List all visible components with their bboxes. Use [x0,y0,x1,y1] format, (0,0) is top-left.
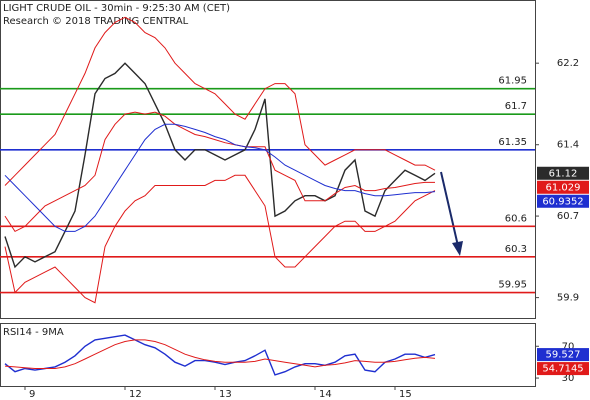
price-panel [0,0,536,319]
series-line [4,123,436,232]
level-label: 59.95 [498,280,527,291]
price-tag [537,348,589,362]
series-line [4,339,436,369]
series-line [4,334,436,376]
price-tag-label: 61.029 [546,182,581,193]
level-label: 61.95 [498,76,527,87]
x-tick-label: 12 [129,389,142,400]
price-tag [537,180,589,194]
price-tag-label: 54.7145 [542,364,583,375]
level-label: 60.6 [505,213,527,224]
y-tick-label: 60.7 [557,211,579,222]
price-tag [537,362,589,376]
y-tick-label: 61.4 [557,140,579,151]
x-tick-label: 13 [219,389,232,400]
price-tag-label: 61.12 [549,168,578,179]
forecast-arrow-head [452,241,463,256]
price-tag [537,194,589,208]
level-label: 60.3 [505,244,527,255]
y-tick-label: 30 [562,373,575,384]
series-line [4,174,436,304]
x-tick-label: 15 [399,389,412,400]
x-tick-label: 9 [29,389,35,400]
price-tag-label: 59.527 [546,350,581,361]
x-tick-label: 14 [319,389,332,400]
y-tick-label: 62.2 [557,58,579,69]
series-line [4,62,436,269]
y-tick-label: 59.9 [557,293,579,304]
level-label: 61.7 [505,101,527,112]
forecast-arrow [440,171,459,247]
series-line [4,16,436,186]
chart-subtitle: Research © 2018 TRADING CENTRAL [3,16,189,27]
chart-title: LIGHT CRUDE OIL - 30min - 9:25:30 AM (CE… [3,3,230,14]
series-line [4,111,435,233]
price-tag-label: 60.9352 [542,196,583,207]
y-tick-label: 70 [562,341,575,352]
price-tag [537,166,589,180]
rsi-panel [0,323,536,387]
level-label: 61.35 [498,137,527,148]
rsi-title: RSI14 - 9MA [3,327,64,338]
